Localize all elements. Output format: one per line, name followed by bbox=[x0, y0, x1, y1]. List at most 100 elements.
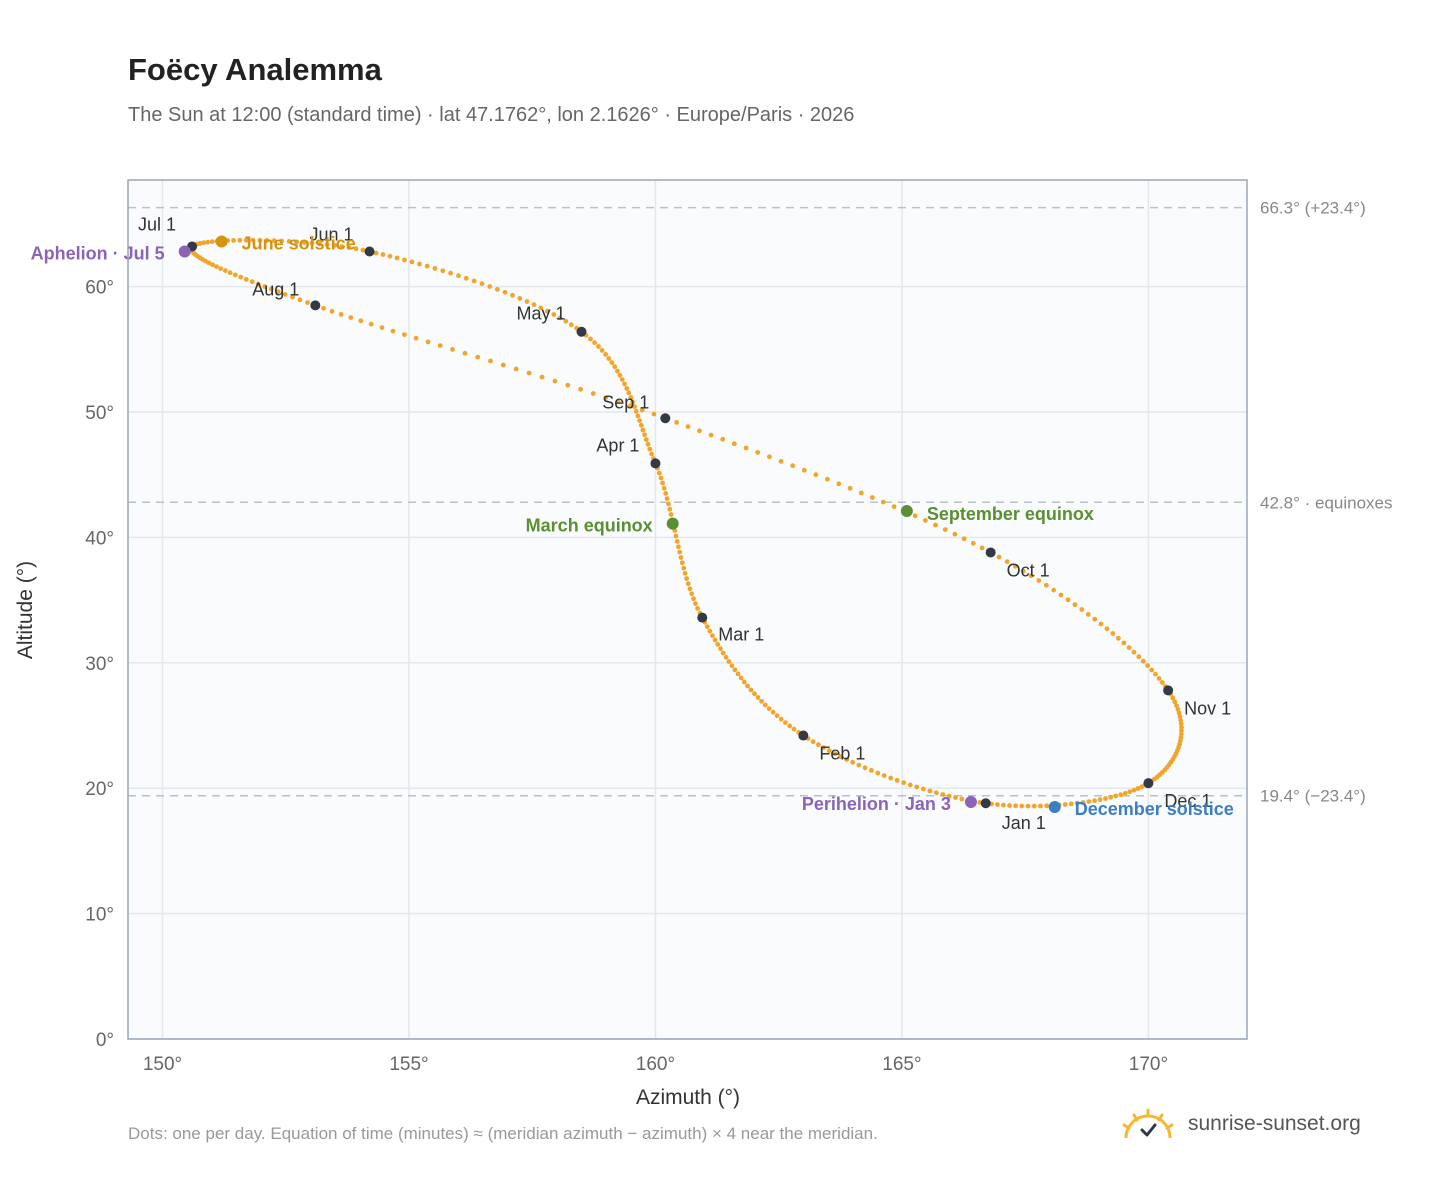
daily-sun-dot bbox=[1001, 802, 1006, 808]
daily-sun-dot bbox=[774, 713, 780, 719]
daily-sun-dot bbox=[1159, 680, 1165, 685]
daily-sun-dot bbox=[1136, 654, 1142, 660]
daily-sun-dot bbox=[222, 268, 228, 273]
daily-sun-dot bbox=[638, 422, 644, 428]
daily-sun-dot bbox=[1086, 799, 1092, 804]
daily-sun-dot bbox=[1012, 563, 1018, 569]
daily-sun-dot bbox=[286, 239, 292, 244]
daily-sun-dot bbox=[1179, 725, 1184, 730]
daily-sun-dot bbox=[1172, 699, 1178, 705]
daily-sun-dot bbox=[1079, 607, 1085, 612]
daily-sun-dot bbox=[209, 239, 215, 245]
daily-sun-dot bbox=[606, 356, 612, 361]
daily-sun-dot bbox=[752, 691, 757, 697]
event-marker bbox=[215, 235, 228, 248]
daily-sun-dot bbox=[1127, 789, 1133, 795]
daily-sun-dot bbox=[729, 663, 735, 669]
daily-sun-dot bbox=[658, 475, 664, 481]
daily-sun-dot bbox=[856, 762, 862, 768]
daily-sun-dot bbox=[639, 407, 645, 413]
daily-sun-dot bbox=[440, 268, 446, 274]
daily-sun-dot bbox=[592, 340, 597, 346]
daily-sun-dot bbox=[685, 581, 691, 587]
daily-sun-dot bbox=[552, 378, 558, 384]
daily-sun-dot bbox=[321, 305, 326, 311]
daily-sun-dot bbox=[847, 485, 853, 491]
daily-sun-dot bbox=[959, 796, 965, 802]
daily-sun-dot bbox=[1007, 803, 1012, 808]
daily-sun-dot bbox=[995, 802, 1000, 807]
daily-sun-dot bbox=[565, 382, 571, 388]
daily-sun-dot bbox=[940, 792, 946, 797]
plot-area-frame bbox=[127, 179, 1248, 1040]
daily-sun-dot bbox=[437, 343, 443, 348]
daily-sun-dot bbox=[645, 441, 651, 447]
daily-sun-dot bbox=[432, 266, 438, 271]
daily-sun-dot bbox=[1031, 803, 1037, 809]
reference-line-label: 19.4° (−23.4°) bbox=[1260, 787, 1366, 806]
daily-sun-dot bbox=[674, 420, 679, 425]
daily-sun-dot bbox=[379, 325, 385, 330]
daily-sun-dot bbox=[912, 513, 918, 519]
daily-sun-dot bbox=[862, 765, 868, 771]
month-marker bbox=[1163, 685, 1174, 696]
daily-sun-dot bbox=[720, 436, 726, 442]
daily-sun-dot bbox=[635, 413, 641, 419]
daily-sun-dot bbox=[743, 445, 749, 451]
daily-sun-dot bbox=[838, 754, 844, 759]
daily-sun-dot bbox=[712, 637, 718, 643]
x-tick-label: 165° bbox=[882, 1054, 921, 1075]
brand[interactable]: sunrise-sunset.org bbox=[1120, 1104, 1361, 1144]
daily-sun-dot bbox=[1176, 710, 1182, 716]
month-marker bbox=[364, 246, 375, 257]
daily-sun-dot bbox=[821, 745, 827, 751]
daily-sun-dot bbox=[674, 539, 680, 544]
daily-sun-dot bbox=[1043, 582, 1049, 588]
daily-sun-dot bbox=[630, 399, 635, 405]
daily-sun-dot bbox=[1038, 803, 1043, 809]
y-axis-title: Altitude (°) bbox=[14, 561, 37, 659]
chart-subtitle: The Sun at 12:00 (standard time) · lat 4… bbox=[128, 104, 855, 126]
daily-sun-dot bbox=[1140, 658, 1146, 664]
daily-sun-dot bbox=[1110, 631, 1116, 636]
daily-sun-dot bbox=[640, 427, 646, 433]
daily-sun-dot bbox=[1044, 803, 1050, 809]
daily-sun-dot bbox=[1004, 559, 1010, 564]
daily-sun-dot bbox=[317, 241, 322, 247]
daily-sun-dot bbox=[1103, 796, 1108, 801]
daily-sun-dot bbox=[642, 432, 647, 438]
daily-sun-dot bbox=[1098, 621, 1104, 627]
month-marker-label: Nov 1 bbox=[1184, 698, 1231, 718]
daily-sun-dot bbox=[231, 238, 237, 243]
daily-sun-dot bbox=[946, 793, 952, 799]
y-tick-label: 10° bbox=[85, 905, 114, 926]
daily-sun-dot bbox=[238, 274, 244, 280]
daily-sun-dot bbox=[450, 347, 455, 352]
daily-sun-dot bbox=[810, 739, 816, 745]
daily-sun-dot bbox=[368, 321, 374, 327]
daily-sun-dot bbox=[1139, 784, 1145, 790]
daily-sun-dot bbox=[346, 245, 352, 251]
month-marker bbox=[650, 458, 661, 469]
daily-sun-dot bbox=[643, 437, 649, 442]
daily-sun-dot bbox=[723, 654, 729, 660]
daily-sun-dot bbox=[456, 273, 461, 279]
daily-sun-dot bbox=[693, 601, 698, 606]
daily-sun-dot bbox=[790, 463, 796, 469]
daily-sun-dot bbox=[627, 403, 633, 409]
daily-sun-dot bbox=[934, 790, 939, 796]
daily-sun-dot bbox=[1104, 626, 1110, 632]
month-marker bbox=[985, 547, 996, 558]
daily-sun-dot bbox=[249, 279, 255, 285]
daily-sun-dot bbox=[844, 757, 850, 762]
daily-sun-dot bbox=[748, 687, 754, 693]
daily-sun-dot bbox=[684, 576, 689, 581]
month-marker bbox=[1143, 778, 1154, 789]
daily-sun-dot bbox=[590, 391, 596, 396]
daily-sun-dot bbox=[869, 768, 874, 773]
y-tick-label: 40° bbox=[85, 528, 114, 549]
daily-sun-dot bbox=[264, 238, 270, 243]
daily-sun-dot bbox=[961, 536, 967, 542]
daily-sun-dot bbox=[1025, 803, 1031, 809]
